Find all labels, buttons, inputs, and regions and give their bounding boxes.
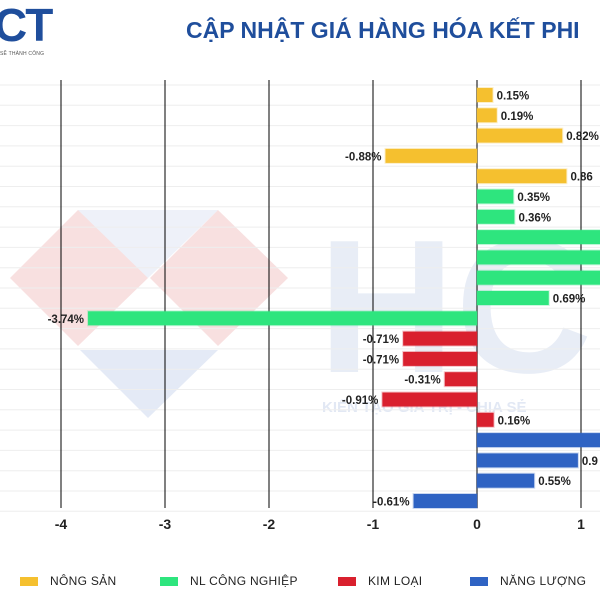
bar-value-label: -0.71% (363, 354, 399, 366)
bar (477, 209, 515, 224)
legend-swatch (338, 576, 356, 586)
bar (477, 250, 600, 265)
bar-value-label: -0.91% (342, 395, 378, 407)
bar-value-label: 0.15% (497, 91, 530, 103)
legend-item-nl-cong-nghiep: NL CÔNG NGHIỆP (160, 574, 298, 588)
bar (413, 494, 477, 508)
bar-labels: 0.15% 0.19% 0.82% -0.88% 0.86 0.35% 0.36% 0.69%… (48, 91, 599, 509)
x-tick-label: -1 (367, 516, 380, 532)
bar-value-label: 0.19% (501, 111, 534, 123)
grid-lines (0, 80, 600, 512)
legend-swatch (470, 576, 488, 586)
bar-value-label: -0.71% (363, 334, 399, 346)
logo-text: CT (0, 0, 53, 51)
bar (385, 148, 477, 163)
bar-value-label: 0.36% (518, 212, 551, 224)
legend-item-kim-loai: KIM LOẠI (338, 574, 422, 588)
legend-label: NÔNG SẢN (50, 574, 117, 588)
legend-swatch (20, 576, 38, 586)
bar-value-label: 0.35% (517, 192, 550, 204)
bar (477, 189, 514, 204)
legend-swatch (160, 576, 178, 586)
bar-value-label: -0.61% (373, 497, 409, 509)
bar-value-label: 0.69% (553, 294, 586, 306)
bar (477, 291, 549, 305)
bars (87, 87, 600, 509)
bar (477, 169, 567, 184)
watermark-diamond (10, 210, 148, 346)
bar (477, 128, 563, 143)
x-tick-label: -4 (55, 516, 68, 532)
legend-item-nong-san: NÔNG SẢN (20, 574, 116, 588)
legend-label: NL CÔNG NGHIỆP (190, 574, 298, 588)
bar-value-label: 0.55% (538, 476, 571, 488)
legend-item-nang-luong: NĂNG LƯỢNG (470, 574, 586, 588)
x-tick-label: -2 (263, 516, 276, 532)
bar (477, 230, 600, 245)
company-logo: CT SẼ THÀNH CÔNG (0, 0, 72, 62)
bar-value-label: -3.74% (48, 314, 84, 326)
x-tick-label: 1 (577, 516, 585, 532)
bar (477, 270, 600, 285)
page-title: CẬP NHẬT GIÁ HÀNG HÓA KẾT PHI (186, 17, 580, 43)
bar (477, 88, 493, 102)
bar (88, 311, 477, 326)
legend: NÔNG SẢN NL CÔNG NGHIỆP KIM LOẠI NĂNG LƯ… (0, 570, 600, 594)
bar (477, 108, 497, 123)
bar-value-label: -0.88% (345, 151, 381, 163)
bar-value-label: 0.86 (570, 172, 592, 184)
bar (477, 473, 535, 488)
x-tick-label: -3 (159, 516, 172, 532)
watermark-diamond (80, 350, 218, 418)
legend-label: NĂNG LƯỢNG (500, 574, 587, 588)
legend-label: KIM LOẠI (368, 574, 423, 588)
bar (444, 372, 477, 387)
bar (403, 331, 477, 346)
logo-subtitle: SẼ THÀNH CÔNG (0, 51, 45, 57)
bar-value-label: -0.31% (404, 375, 440, 387)
bar (403, 351, 477, 366)
x-tick-label: 0 (473, 516, 481, 532)
x-axis-ticks: -4 -3 -2 -1 0 1 (55, 516, 585, 532)
bar (382, 392, 477, 407)
bar-value-label: 0.82% (566, 131, 599, 143)
bar (477, 433, 600, 448)
bar (477, 412, 494, 427)
bar (477, 453, 578, 468)
bar-value-label: 0.16% (498, 415, 531, 427)
bar-value-label: 0.9 (582, 456, 598, 468)
